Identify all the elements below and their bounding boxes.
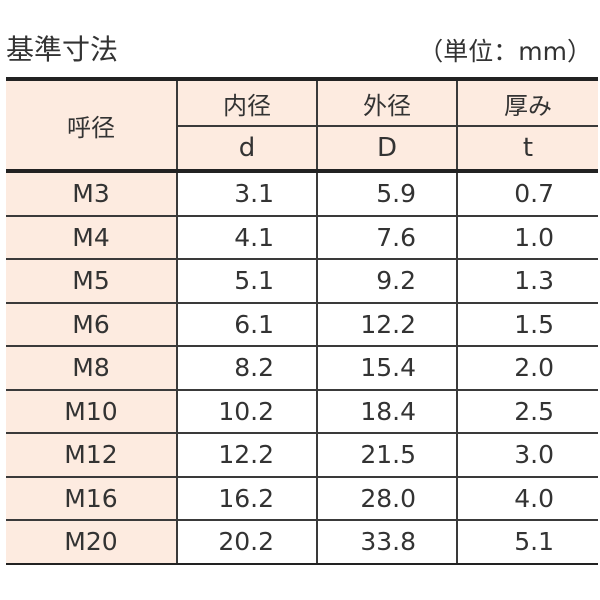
table-row: M6 6.1 12.2 1.5 (6, 302, 598, 347)
cell-nominal: M20 (6, 520, 177, 565)
cell-thickness: 3.0 (456, 433, 598, 478)
table-row: M12 12.2 21.5 3.0 (6, 433, 598, 478)
cell-thickness: 2.5 (456, 389, 598, 434)
cell-outer-diameter: 15.4 (316, 346, 457, 391)
cell-thickness: 0.7 (456, 171, 598, 217)
cell-inner-diameter: 16.2 (176, 476, 317, 521)
header-symbol-t: t (456, 126, 598, 173)
cell-nominal: M3 (6, 171, 177, 217)
section-title: 基準寸法 (6, 33, 119, 66)
header-symbol-D: D (316, 126, 457, 173)
table-row: M5 5.1 9.2 1.3 (6, 259, 598, 304)
cell-thickness: 1.3 (456, 259, 598, 304)
header-nominal: 呼径 (6, 77, 177, 173)
cell-inner-diameter: 6.1 (176, 302, 317, 347)
cell-thickness: 5.1 (456, 520, 598, 565)
table-row: M20 20.2 33.8 5.1 (6, 520, 598, 565)
cell-nominal: M8 (6, 346, 177, 391)
cell-thickness: 1.0 (456, 215, 598, 260)
header-inner-diameter: 内径 (176, 77, 317, 127)
table-row: M10 10.2 18.4 2.5 (6, 389, 598, 434)
cell-inner-diameter: 12.2 (176, 433, 317, 478)
header-row: 呼径 内径 外径 厚み (6, 77, 598, 173)
cell-outer-diameter: 33.8 (316, 520, 457, 565)
cell-nominal: M12 (6, 433, 177, 478)
table-row: M8 8.2 15.4 2.0 (6, 346, 598, 391)
cell-inner-diameter: 5.1 (176, 259, 317, 304)
cell-inner-diameter: 4.1 (176, 215, 317, 260)
header-symbol-row: d D t (6, 126, 598, 173)
cell-outer-diameter: 5.9 (316, 171, 457, 217)
cell-nominal: M4 (6, 215, 177, 260)
cell-thickness: 1.5 (456, 302, 598, 347)
cell-inner-diameter: 10.2 (176, 389, 317, 434)
cell-nominal: M10 (6, 389, 177, 434)
cell-nominal: M16 (6, 476, 177, 521)
cell-thickness: 2.0 (456, 346, 598, 391)
cell-inner-diameter: 8.2 (176, 346, 317, 391)
table-row: M4 4.1 7.6 1.0 (6, 215, 598, 260)
cell-outer-diameter: 9.2 (316, 259, 457, 304)
cell-outer-diameter: 12.2 (316, 302, 457, 347)
header-outer-diameter: 外径 (316, 77, 457, 127)
cell-inner-diameter: 3.1 (176, 171, 317, 217)
cell-outer-diameter: 28.0 (316, 476, 457, 521)
cell-outer-diameter: 7.6 (316, 215, 457, 260)
cell-outer-diameter: 18.4 (316, 389, 457, 434)
cell-inner-diameter: 20.2 (176, 520, 317, 565)
header-symbol-d: d (176, 126, 317, 173)
dimensions-table: 呼径 内径 外径 厚み d D t M3 3.1 5.9 0.7 M4 4.1 … (6, 77, 598, 565)
cell-nominal: M5 (6, 259, 177, 304)
cell-thickness: 4.0 (456, 476, 598, 521)
table-row: M16 16.2 28.0 4.0 (6, 476, 598, 521)
cell-outer-diameter: 21.5 (316, 433, 457, 478)
cell-nominal: M6 (6, 302, 177, 347)
unit-label: （単位：mm） (418, 37, 592, 66)
table-row: M3 3.1 5.9 0.7 (6, 171, 598, 217)
header-thickness: 厚み (456, 77, 598, 127)
